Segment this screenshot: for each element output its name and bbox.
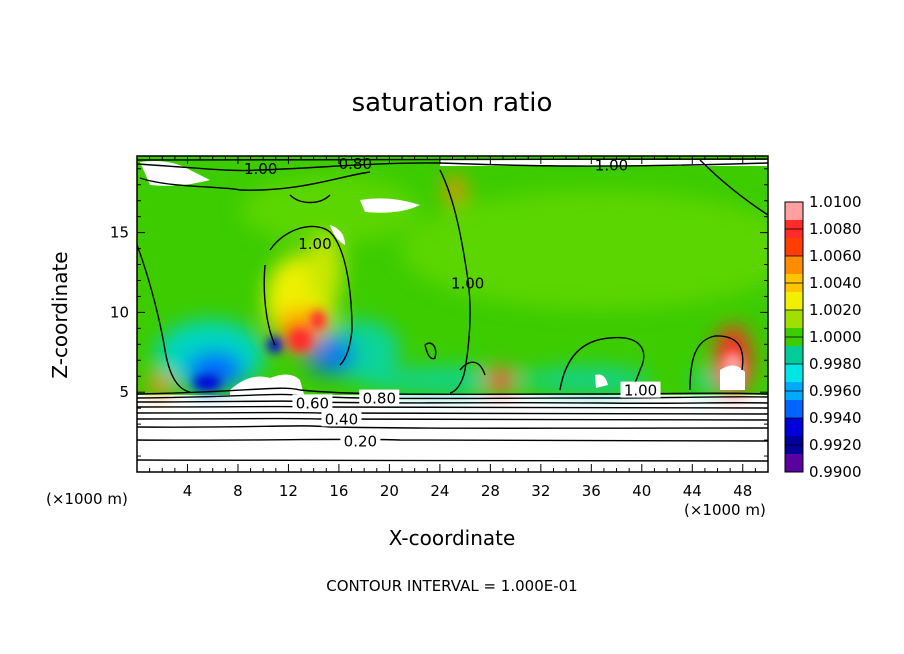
colorbar-swatch xyxy=(785,346,803,365)
x-tick-label: 16 xyxy=(329,482,348,500)
contour-label: 0.40 xyxy=(325,410,358,428)
x-tick-label: 28 xyxy=(481,482,500,500)
contour-label-bg xyxy=(620,381,661,398)
y-tick-label: 15 xyxy=(110,224,129,242)
colorbar-swatch xyxy=(785,256,803,275)
contour-label-bg xyxy=(292,394,333,411)
contour-label: 1.00 xyxy=(298,235,331,253)
colorbar-swatch xyxy=(785,292,803,311)
x-tick-label: 44 xyxy=(683,482,702,500)
colorbar-label: 1.0020 xyxy=(809,301,862,319)
colorbar-label: 1.0100 xyxy=(809,193,862,211)
contour-interval-note: CONTOUR INTERVAL = 1.000E-01 xyxy=(326,577,578,595)
chart-title: saturation ratio xyxy=(351,88,553,118)
colorbar-swatch xyxy=(785,400,803,419)
colorbar-label: 0.9940 xyxy=(809,409,862,427)
x-tick-label: 36 xyxy=(582,482,601,500)
contour-label-bg xyxy=(359,389,400,406)
colorbar-swatch xyxy=(785,202,803,221)
x-unit-right: (×1000 m) xyxy=(684,501,766,519)
colorbar-label: 0.9980 xyxy=(809,355,862,373)
colorbar-label: 1.0000 xyxy=(809,328,862,346)
x-unit-left: (×1000 m) xyxy=(46,490,128,508)
contour-label-bg xyxy=(340,432,381,449)
colorbar-swatch xyxy=(785,364,803,383)
colorbar-swatch xyxy=(785,310,803,329)
colorbar-label: 1.0060 xyxy=(809,247,862,265)
y-tick-label: 10 xyxy=(110,303,129,321)
contour-label-bg xyxy=(321,410,362,427)
contour-label: 1.00 xyxy=(244,160,277,178)
contour-labels: 1.00 0.80 1.00 1.00 1.00 1.00 0.60 0.80 0.40 0.20 xyxy=(244,155,661,451)
x-tick-label: 20 xyxy=(380,482,399,500)
colorbar-label: 1.0040 xyxy=(809,274,862,292)
contour-label: 0.60 xyxy=(296,394,329,412)
colorbar-label: 0.9920 xyxy=(809,436,862,454)
x-tick-label: 40 xyxy=(632,482,651,500)
x-tick-label: 12 xyxy=(279,482,298,500)
colorbar-swatch xyxy=(785,454,803,473)
colorbar-swatch xyxy=(785,238,803,257)
contour-label: 0.80 xyxy=(363,390,396,408)
x-tick-label: 32 xyxy=(531,482,550,500)
x-tick-label: 8 xyxy=(233,482,243,500)
x-tick-label: 48 xyxy=(733,482,752,500)
colorbar-swatch xyxy=(785,418,803,437)
x-tick-label: 4 xyxy=(183,482,193,500)
colorbar-label: 0.9960 xyxy=(809,382,862,400)
contour-label: 1.00 xyxy=(624,382,657,400)
contour-label: 1.00 xyxy=(451,275,484,293)
heatmap-field xyxy=(137,156,768,472)
colorbar: 1.0100 1.0080 1.0060 1.0040 1.0020 1.0000 0.99… xyxy=(784,193,862,481)
colorbar-label: 1.0080 xyxy=(809,220,862,238)
contour-label: 1.00 xyxy=(595,157,628,175)
x-axis-label: X-coordinate xyxy=(388,526,516,550)
y-tick-label: 5 xyxy=(119,383,129,401)
contour-label: 0.80 xyxy=(339,155,372,173)
colorbar-label: 0.9900 xyxy=(809,463,862,481)
y-axis-label: Z-coordinate xyxy=(48,251,72,379)
x-tick-label: 24 xyxy=(430,482,449,500)
contour-label: 0.20 xyxy=(344,433,377,451)
